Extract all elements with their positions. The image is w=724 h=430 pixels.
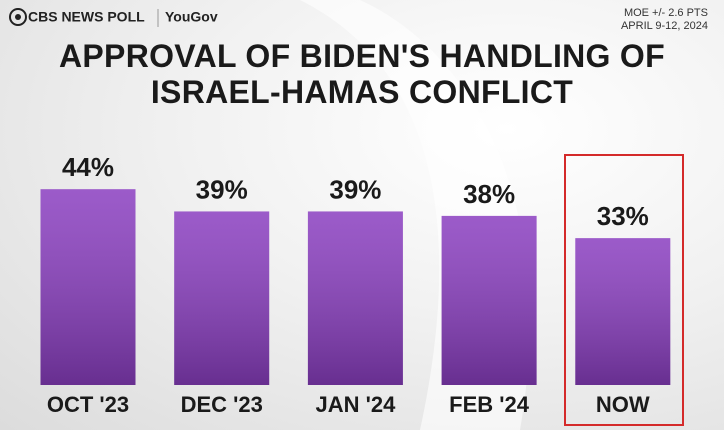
highlight-box — [564, 154, 684, 426]
dates: APRIL 9-12, 2024 — [621, 20, 708, 32]
logo-eye — [9, 8, 27, 26]
partner: YouGov — [165, 9, 218, 25]
bar-shade — [40, 189, 136, 385]
chart-title: APPROVAL OF BIDEN'S HANDLING OF ISRAEL-H… — [59, 38, 665, 110]
brand: CBS NEWS POLL — [28, 9, 145, 25]
bar-shade — [441, 215, 537, 385]
x-tick-label: DEC '23 — [181, 392, 263, 417]
x-tick-label: FEB '24 — [449, 392, 530, 417]
x-tick-label: OCT '23 — [47, 392, 129, 417]
moe: MOE +/- 2.6 PTS — [624, 7, 708, 19]
value-label: 44% — [62, 152, 114, 182]
bar-shade — [307, 211, 403, 385]
value-label: 39% — [329, 174, 381, 204]
value-label: 38% — [463, 179, 515, 209]
x-tick-label: NOW — [596, 392, 650, 417]
bar-shade — [575, 238, 671, 385]
x-tick-label: JAN '24 — [315, 392, 396, 417]
value-label: 39% — [196, 174, 248, 204]
value-label: 33% — [597, 201, 649, 231]
logo-pupil — [15, 14, 21, 20]
bar-shade — [174, 211, 270, 385]
